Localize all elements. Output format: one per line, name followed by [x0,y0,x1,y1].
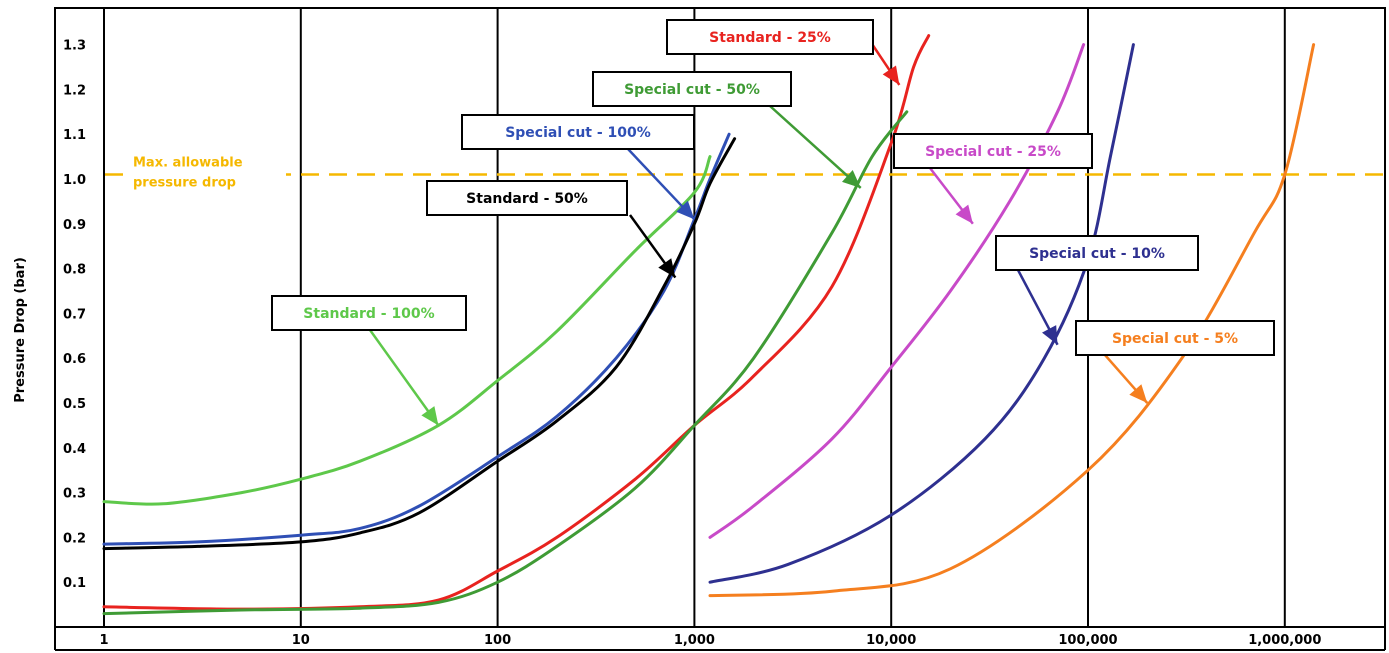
y-tick-label: 0.4 [63,442,86,457]
y-tick-label: 0.1 [63,576,86,591]
series-line-2 [102,137,737,551]
y-tick-label: 1.3 [63,39,86,54]
callout-box-0 [271,295,467,331]
x-tick-label: 100 [484,633,511,648]
series-line-0 [102,155,712,506]
callout-box-1 [461,114,695,150]
series-label-1: Special cut - 100% [505,125,651,141]
y-tick-label: 1.2 [63,83,86,98]
callout-arrowhead-4 [841,169,861,188]
series-label-4: Special cut - 50% [624,82,760,98]
callout-arrowhead-2 [658,258,676,278]
y-tick-label: 0.9 [63,218,86,233]
callout-box-2 [426,180,628,216]
reference-line-layer: Max. allowable pressure drop [105,152,1385,193]
callout-arrowhead-1 [676,200,695,220]
y-axis-label: Pressure Drop (bar) [13,257,28,403]
y-tick-label: 0.2 [63,531,86,546]
x-tick-label: 10,000 [866,633,916,648]
y-tick-label: 1.1 [63,128,86,143]
callout-arrow-0 [368,329,440,427]
max-allowable-label-line1: Max. allowable [133,156,243,171]
series-label-7: Special cut - 5% [1112,331,1238,347]
x-tick-label: 1 [99,633,108,648]
series-label-6: Special cut - 10% [1029,246,1165,262]
callout-arrowhead-5 [955,204,973,224]
max-allowable-label-bg [128,152,286,193]
y-tick-label: 0.3 [63,487,86,502]
series-label-2: Standard - 50% [466,191,588,207]
y-tick-label: 1.0 [63,173,86,188]
x-tick-label: 1,000,000 [1248,633,1321,648]
x-tick-label: 10 [292,633,310,648]
y-tick-label: 0.7 [63,307,86,322]
y-tick-label: 0.5 [63,397,86,412]
callout-arrowhead-6 [1042,325,1058,345]
callout-layer: Standard - 100% Special cut - 100% Standar… [271,19,1275,427]
x-tick-label: 1,000 [674,633,715,648]
grid-layer [103,8,1286,627]
series-label-5: Special cut - 25% [925,144,1061,160]
callout-box-3 [666,19,874,55]
series-label-3: Standard - 25% [709,30,831,46]
series-line-5 [708,43,1086,539]
series-line-4 [102,110,909,616]
plot-frame [54,7,1386,628]
callout-arrow-4 [769,105,862,189]
callout-box-6 [995,235,1199,271]
callout-box-7 [1075,320,1275,356]
y-tick-label: 0.8 [63,263,86,278]
series-line-6 [708,43,1135,584]
callout-box-5 [893,133,1093,169]
callout-box-4 [592,71,792,107]
y-tick-label: 0.6 [63,352,86,367]
max-allowable-label-line2: pressure drop [133,176,236,191]
series-line-7 [708,43,1316,598]
axis-layer: 1 10 100 1,000 10,000 100,000 1,000,000 0.1 0.2 0… [54,7,1386,651]
x-tick-label: 100,000 [1058,633,1117,648]
series-label-0: Standard - 100% [303,306,434,322]
callout-arrowhead-7 [1129,384,1148,403]
callout-arrowhead-3 [882,65,900,85]
callout-arrowhead-0 [421,406,439,426]
